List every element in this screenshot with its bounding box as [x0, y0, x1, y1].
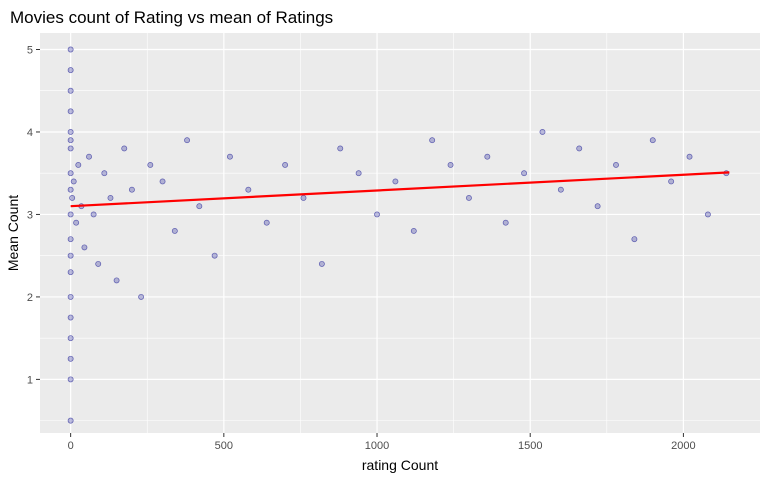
data-point	[107, 194, 114, 201]
data-point	[557, 186, 564, 193]
data-point	[539, 129, 546, 135]
data-point	[484, 153, 491, 160]
data-point	[576, 145, 583, 152]
data-point	[67, 314, 74, 321]
data-point	[594, 203, 601, 210]
data-point	[67, 46, 74, 53]
data-point	[90, 211, 97, 218]
x-axis-title: rating Count	[362, 457, 438, 473]
data-point	[67, 269, 74, 276]
data-point	[318, 260, 325, 267]
data-point	[67, 67, 74, 74]
data-point	[73, 219, 80, 226]
grid-major	[40, 33, 760, 433]
data-point	[121, 145, 128, 152]
y-tick-label: 5	[27, 44, 33, 56]
x-axis-ticks: 0 500 1000 1500 2000	[68, 433, 696, 452]
data-point	[184, 137, 191, 144]
plot-panel	[40, 33, 760, 433]
data-point	[465, 194, 472, 201]
data-point	[128, 186, 135, 193]
data-point	[81, 244, 88, 251]
data-point	[67, 236, 74, 243]
y-tick-label: 3	[27, 209, 33, 221]
y-axis-ticks: 1 2 3 4 5	[27, 44, 40, 386]
data-point	[67, 335, 74, 342]
data-point	[649, 137, 656, 144]
data-point	[410, 227, 417, 234]
data-point	[211, 252, 218, 259]
data-point	[631, 236, 638, 243]
data-point	[521, 170, 528, 177]
data-point	[67, 145, 74, 152]
x-tick-label: 2000	[671, 440, 695, 452]
data-point	[374, 211, 380, 218]
data-point	[67, 355, 74, 362]
data-point	[67, 137, 74, 144]
data-point	[86, 153, 92, 160]
data-point	[392, 178, 399, 185]
x-tick-label: 1500	[518, 440, 542, 452]
data-point	[263, 219, 270, 226]
data-point	[67, 87, 74, 94]
data-point	[147, 162, 154, 168]
data-point	[67, 170, 74, 177]
data-point	[113, 277, 120, 284]
data-point	[67, 129, 74, 135]
data-point	[355, 170, 362, 177]
data-point	[70, 178, 77, 185]
data-point	[101, 170, 108, 177]
data-point	[95, 260, 102, 267]
y-tick-label: 1	[27, 374, 33, 386]
data-point	[67, 417, 74, 424]
data-point	[227, 153, 233, 160]
data-point	[668, 178, 675, 185]
data-point	[67, 293, 74, 300]
x-tick-label: 500	[215, 440, 233, 452]
chart-title: Movies count of Rating vs mean of Rating…	[10, 8, 333, 27]
data-point	[67, 186, 74, 193]
data-point	[613, 162, 619, 168]
x-tick-label: 0	[68, 440, 74, 452]
data-point	[67, 108, 74, 115]
y-tick-label: 2	[27, 292, 33, 304]
data-point	[447, 162, 454, 168]
data-point	[282, 162, 289, 168]
data-point	[171, 227, 178, 234]
data-point	[502, 219, 509, 226]
trend-line-path	[70, 171, 730, 208]
data-point	[704, 211, 711, 218]
data-point	[337, 145, 344, 152]
data-point	[196, 203, 203, 210]
data-point	[69, 194, 76, 201]
data-point	[67, 252, 74, 259]
data-point	[429, 137, 436, 144]
data-point	[138, 293, 145, 300]
data-point	[75, 162, 82, 168]
data-point	[686, 153, 693, 160]
data-point	[67, 376, 74, 383]
data-point	[159, 178, 166, 185]
data-point	[245, 186, 252, 193]
data-point	[67, 211, 74, 218]
y-tick-label: 4	[27, 127, 33, 139]
grid-minor	[40, 33, 760, 433]
trend-line	[70, 171, 730, 208]
x-tick-label: 1000	[365, 440, 389, 452]
data-point	[300, 194, 307, 201]
y-axis-title: Mean Count	[5, 195, 21, 271]
